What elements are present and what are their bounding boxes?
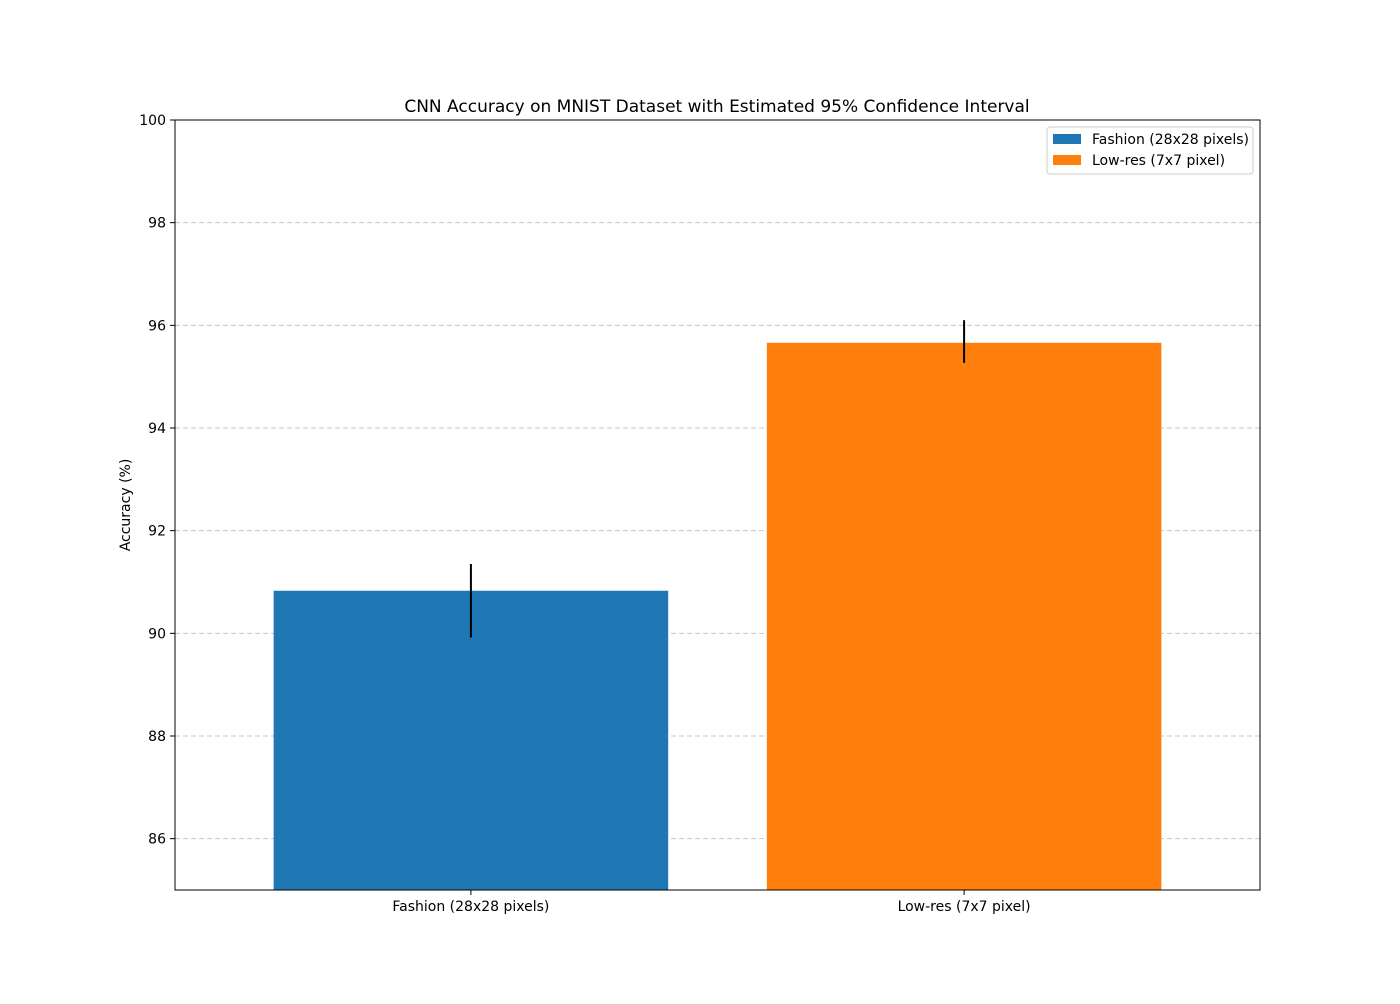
axes-frame	[174, 119, 1261, 891]
legend-box	[1046, 126, 1254, 175]
legend-label: Low-res (7x7 pixel)	[1092, 153, 1225, 169]
legend: Fashion (28x28 pixels) Low-res (7x7 pixel…	[1046, 126, 1254, 175]
x-tick-label: Fashion (28x28 pixels)	[392, 899, 549, 915]
error-bars	[469, 320, 966, 638]
y-tick-label: 98	[148, 216, 166, 232]
y-tick-label: 92	[148, 524, 166, 540]
x-tick-label: Low-res (7x7 pixel)	[898, 899, 1031, 915]
y-tick-label: 100	[139, 113, 166, 129]
legend-label: Fashion (28x28 pixels)	[1092, 132, 1249, 148]
bars	[273, 342, 1162, 891]
y-tick-label: 96	[148, 318, 166, 334]
y-axis-label: Accuracy (%)	[118, 459, 134, 552]
bar	[273, 590, 669, 890]
chart-title: CNN Accuracy on MNIST Dataset with Estim…	[404, 97, 1029, 117]
y-tick-label: 88	[148, 729, 166, 745]
bar	[766, 342, 1162, 891]
legend-swatch	[1053, 134, 1081, 144]
legend-swatch	[1053, 155, 1081, 165]
y-tick-label: 90	[148, 626, 166, 642]
y-axis-ticks: 86 88 90 92 94 96 98 100	[139, 113, 175, 848]
x-axis-ticks: Fashion (28x28 pixels) Low-res (7x7 pixel…	[392, 890, 1031, 915]
y-tick-label: 86	[148, 832, 166, 848]
y-tick-label: 94	[148, 421, 166, 437]
